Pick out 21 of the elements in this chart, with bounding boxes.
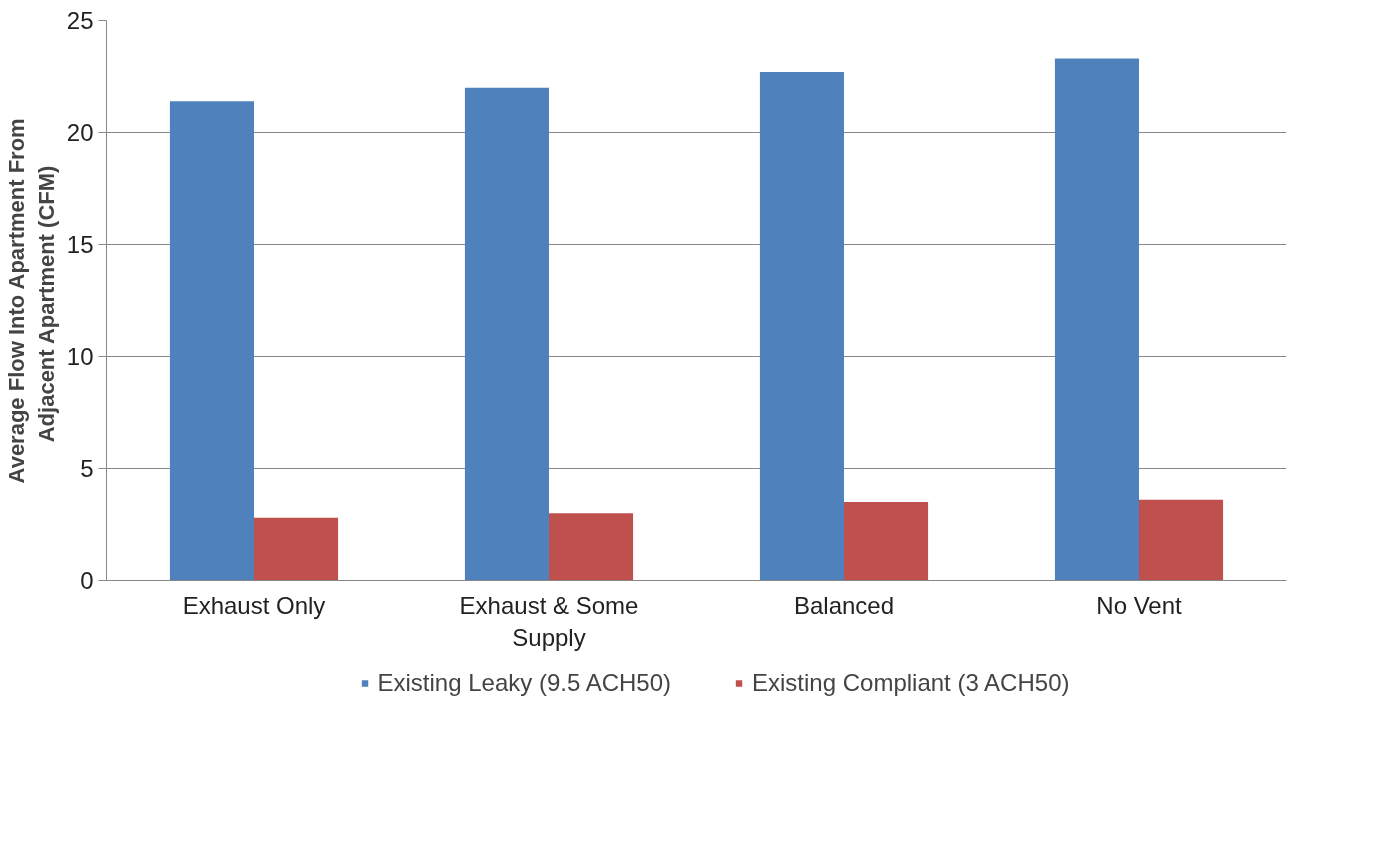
legend-label: Existing Compliant (3 ACH50) bbox=[752, 669, 1070, 697]
x-tick-label: Exhaust & Some Supply bbox=[459, 591, 639, 651]
y-tick-label: 15 bbox=[66, 231, 94, 258]
y-tick-label: 20 bbox=[66, 119, 94, 146]
bar bbox=[1054, 58, 1139, 581]
y-tick-label: 0 bbox=[80, 567, 94, 594]
bar bbox=[254, 517, 339, 581]
bar bbox=[464, 87, 549, 581]
x-tick-label: Exhaust Only bbox=[182, 591, 326, 619]
bar bbox=[759, 72, 844, 581]
y-tick-label: 10 bbox=[66, 343, 94, 370]
y-axis-title: Average Flow Into Apartment From Adjacent Apartment (CFM) bbox=[3, 118, 59, 484]
bar bbox=[844, 502, 929, 581]
bar bbox=[169, 101, 254, 581]
legend-label: Existing Leaky (9.5 ACH50) bbox=[377, 669, 672, 697]
x-tick-label: Balanced bbox=[793, 591, 895, 619]
y-tick-label: 5 bbox=[80, 455, 94, 482]
x-tick-label: No Vent bbox=[1096, 591, 1183, 619]
bar bbox=[549, 513, 634, 581]
y-tick-label: 25 bbox=[66, 7, 94, 34]
bar bbox=[1139, 499, 1224, 581]
